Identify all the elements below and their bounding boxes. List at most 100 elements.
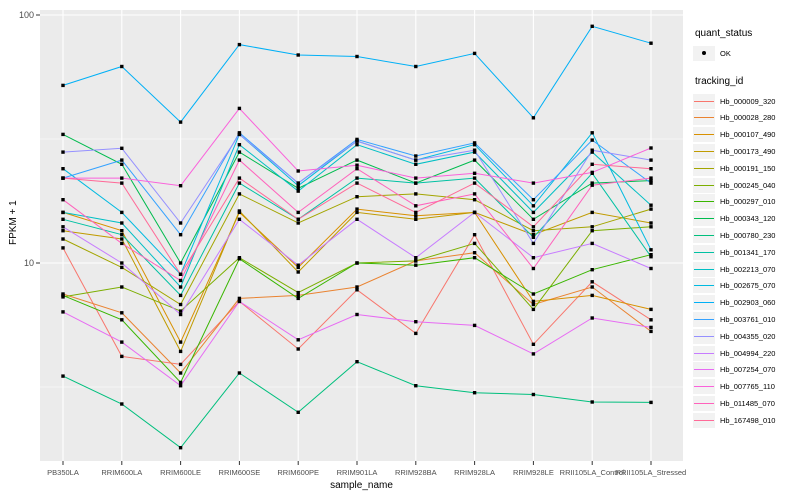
data-point (178, 221, 183, 225)
data-point (590, 181, 594, 185)
data-point (296, 169, 300, 173)
data-point (61, 237, 65, 241)
data-point (296, 186, 300, 190)
line-swatch-icon (693, 312, 715, 328)
line-swatch-icon (693, 127, 715, 143)
legend-entries: Hb_000009_320 Hb_000028_280 Hb_000107_490 H… (693, 93, 800, 429)
data-point (649, 400, 653, 405)
data-point (237, 296, 242, 301)
data-point (531, 235, 536, 239)
legend: quant_status OK tracking_id Hb_000009_32… (693, 28, 800, 443)
legend-entry-label: Hb_002213_070 (720, 264, 776, 274)
data-point (120, 210, 124, 215)
data-point (178, 278, 183, 283)
data-point (178, 384, 183, 388)
data-point (649, 41, 653, 45)
data-point (296, 53, 300, 57)
data-point (61, 217, 65, 221)
data-point (590, 268, 594, 272)
data-point (472, 148, 477, 152)
data-point (472, 181, 477, 185)
line-swatch-icon (693, 177, 715, 193)
data-point (178, 272, 183, 276)
line-swatch-icon (693, 110, 715, 126)
legend-entry-label: Hb_007254_070 (720, 365, 776, 375)
data-point (414, 176, 418, 180)
data-point (178, 285, 183, 289)
data-point (531, 292, 536, 296)
data-point (120, 229, 124, 233)
data-point (120, 261, 124, 265)
data-point (414, 256, 418, 260)
legend-tracking-id: tracking_id Hb_000009_320 Hb_000028_280 Hb… (693, 76, 800, 429)
data-point (237, 181, 242, 185)
data-point (237, 150, 242, 154)
x-tick-label: RRIM928BA (395, 468, 437, 477)
legend-entry-label: Hb_000297_010 (720, 197, 776, 207)
legend-entry-Hb_000780_230: Hb_000780_230 (693, 227, 800, 244)
data-point (649, 146, 653, 150)
data-point (61, 150, 65, 154)
data-point (296, 221, 300, 225)
legend-entry-label: Hb_002903_060 (720, 298, 776, 308)
data-point (178, 362, 183, 367)
data-point (120, 233, 124, 237)
legend-entry-Hb_002213_070: Hb_002213_070 (693, 261, 800, 278)
data-point (414, 263, 418, 267)
data-point (472, 171, 477, 175)
legend-entry-Hb_001341_170: Hb_001341_170 (693, 244, 800, 261)
legend-entry-Hb_000009_320: Hb_000009_320 (693, 93, 800, 110)
x-tick-label: RRII105LA_Stressed (616, 468, 686, 477)
data-point (355, 207, 359, 211)
data-point (178, 302, 183, 307)
data-point (61, 225, 65, 229)
data-point (649, 307, 653, 312)
line-swatch-icon (693, 211, 715, 227)
data-point (178, 293, 183, 298)
legend-entry-label: Hb_002675_070 (720, 281, 776, 291)
data-point (649, 158, 653, 162)
data-point (296, 181, 300, 185)
data-point (472, 323, 477, 328)
line-swatch-icon (693, 261, 715, 277)
data-point (531, 116, 536, 120)
data-point (355, 288, 359, 292)
data-point (472, 256, 477, 260)
data-point (531, 217, 536, 221)
data-point (649, 248, 653, 252)
legend-entry-label: Hb_000191_150 (720, 163, 776, 173)
data-point (649, 221, 653, 225)
data-point (237, 299, 242, 304)
data-point (472, 241, 477, 246)
data-point (178, 340, 183, 344)
data-point (414, 214, 418, 218)
legend-entry-Hb_002675_070: Hb_002675_070 (693, 278, 800, 295)
data-point (120, 354, 124, 359)
data-point (296, 290, 300, 295)
data-point (472, 251, 477, 255)
data-point (355, 163, 359, 167)
data-point (355, 181, 359, 185)
data-point (120, 318, 124, 322)
data-point (472, 176, 477, 180)
data-point (472, 391, 477, 395)
data-point (414, 217, 418, 221)
data-point (355, 54, 359, 59)
data-point (649, 178, 653, 183)
x-tick-label: RRIM600PE (277, 468, 319, 477)
data-point (590, 138, 594, 142)
data-point (120, 241, 124, 246)
data-point (178, 120, 183, 124)
data-point (414, 320, 418, 324)
x-tick-label: RRIM600LA (101, 468, 142, 477)
data-point (531, 302, 536, 307)
data-point (590, 241, 594, 246)
data-point (296, 265, 300, 270)
data-point (178, 233, 183, 237)
data-point (120, 340, 124, 344)
data-point (355, 167, 359, 171)
line-swatch-icon (693, 160, 715, 176)
data-point (120, 265, 124, 270)
legend-entry-label: Hb_011485_070 (720, 399, 775, 409)
data-point (414, 158, 418, 162)
